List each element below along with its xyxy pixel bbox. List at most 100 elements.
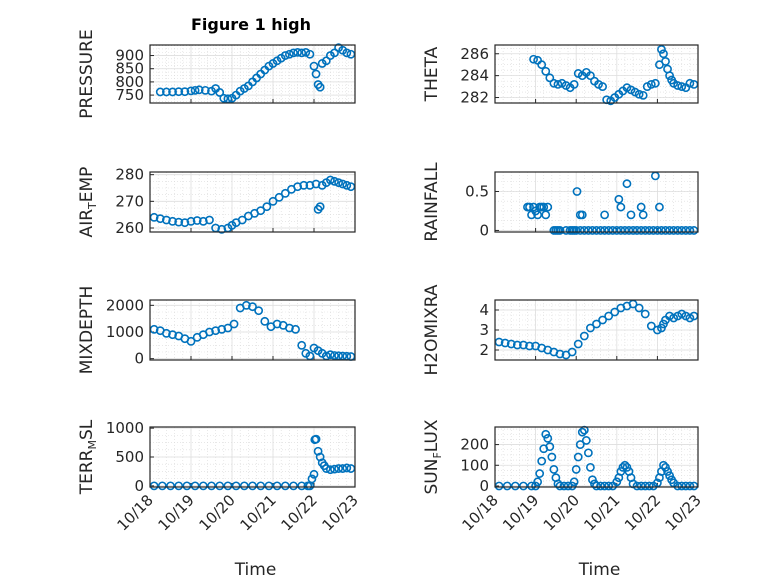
subplot-5: 2 3 4 H2OMIXRA bbox=[422, 284, 699, 376]
x-tick-label: 10/22 bbox=[278, 491, 321, 534]
data-point bbox=[297, 481, 307, 491]
y-tick-label: 1000 bbox=[106, 419, 144, 437]
y-tick-label: 100 bbox=[460, 456, 489, 474]
data-point bbox=[636, 202, 646, 212]
data-point bbox=[190, 481, 200, 491]
data-point bbox=[342, 180, 352, 190]
data-point bbox=[330, 464, 339, 474]
x-tick-label: 10/19 bbox=[155, 491, 198, 534]
data-point bbox=[315, 202, 325, 212]
y-tick-label: 4 bbox=[479, 301, 489, 319]
data-point bbox=[231, 481, 241, 491]
data-point bbox=[248, 481, 257, 491]
data-point bbox=[567, 481, 577, 491]
data-point bbox=[612, 477, 622, 487]
data-point bbox=[555, 226, 565, 235]
data-point bbox=[506, 339, 516, 349]
data-point bbox=[284, 323, 294, 333]
data-point bbox=[657, 44, 666, 54]
data-point bbox=[634, 303, 644, 313]
data-point bbox=[342, 48, 352, 58]
data-point bbox=[661, 57, 670, 66]
data-point bbox=[669, 226, 679, 235]
data-point bbox=[549, 465, 559, 474]
data-point bbox=[636, 481, 646, 491]
x-tick-label: 10/22 bbox=[621, 491, 664, 534]
data-point bbox=[527, 481, 536, 491]
y-tick-label: 284 bbox=[460, 67, 489, 85]
data-point bbox=[223, 481, 233, 491]
data-point bbox=[239, 481, 249, 491]
y-tick-label: 800 bbox=[115, 73, 144, 91]
data-point bbox=[588, 475, 597, 485]
data-point bbox=[180, 218, 190, 228]
data-point bbox=[280, 481, 290, 491]
data-point bbox=[186, 216, 196, 226]
y-axis-label: THETA bbox=[422, 46, 442, 102]
y-tick-label: 500 bbox=[115, 448, 144, 466]
y-tick-label: 2 bbox=[479, 341, 489, 359]
y-tick-label: 1000 bbox=[106, 323, 144, 341]
data-point bbox=[284, 49, 294, 59]
data-point bbox=[573, 452, 583, 462]
data-point bbox=[264, 481, 274, 491]
data-point bbox=[338, 464, 348, 473]
data-point bbox=[659, 49, 668, 59]
data-point bbox=[325, 350, 335, 360]
data-point bbox=[622, 462, 632, 472]
data-point bbox=[168, 216, 177, 226]
data-point bbox=[592, 481, 601, 491]
data-point bbox=[533, 210, 543, 220]
data-point bbox=[569, 477, 579, 487]
data-point bbox=[638, 90, 648, 100]
subplot-3: 0 0.5 RAINFALL bbox=[422, 162, 699, 242]
data-point bbox=[626, 210, 636, 220]
subplot-6: 0 500 1000 TERRMSL 10/1810/1910/2010/2110/22… bbox=[77, 419, 362, 580]
data-point bbox=[309, 61, 319, 71]
data-point bbox=[598, 82, 607, 91]
data-point bbox=[547, 452, 557, 462]
data-point bbox=[640, 309, 650, 319]
data-point bbox=[321, 56, 331, 66]
data-point bbox=[598, 315, 607, 325]
data-point bbox=[661, 462, 670, 472]
data-point bbox=[325, 465, 335, 475]
data-point bbox=[541, 429, 551, 439]
data-point bbox=[575, 226, 585, 235]
y-tick-label: 850 bbox=[115, 60, 144, 78]
x-tick-label: 10/20 bbox=[196, 491, 239, 534]
data-point bbox=[215, 88, 225, 97]
data-point bbox=[596, 226, 605, 235]
data-point bbox=[583, 226, 593, 235]
data-point bbox=[537, 60, 547, 70]
data-point bbox=[673, 81, 683, 90]
data-point bbox=[659, 460, 668, 470]
y-tick-label: 0 bbox=[479, 221, 489, 239]
data-point bbox=[268, 196, 278, 206]
data-point bbox=[573, 339, 583, 349]
y-tick-label: 3 bbox=[479, 321, 489, 339]
x-tick-label: 10/18 bbox=[114, 491, 157, 534]
data-point bbox=[330, 351, 339, 360]
data-point bbox=[229, 319, 239, 329]
data-point bbox=[502, 481, 512, 491]
y-tick-label: 750 bbox=[115, 86, 144, 104]
data-point bbox=[640, 226, 650, 235]
data-point bbox=[677, 226, 687, 235]
subplot-4: 0 1000 2000 MIXDEPTH bbox=[77, 286, 356, 374]
data-point bbox=[545, 442, 555, 452]
data-point bbox=[541, 66, 551, 76]
data-point bbox=[663, 467, 672, 476]
data-point bbox=[262, 202, 272, 212]
data-point bbox=[616, 202, 626, 212]
data-point bbox=[180, 87, 190, 97]
data-point bbox=[620, 460, 630, 470]
data-point bbox=[612, 226, 622, 235]
data-point bbox=[289, 481, 298, 491]
data-point bbox=[519, 340, 528, 350]
x-tick-label: 10/19 bbox=[499, 491, 542, 534]
data-point bbox=[646, 321, 656, 331]
data-point bbox=[272, 481, 282, 491]
data-point bbox=[600, 210, 610, 220]
